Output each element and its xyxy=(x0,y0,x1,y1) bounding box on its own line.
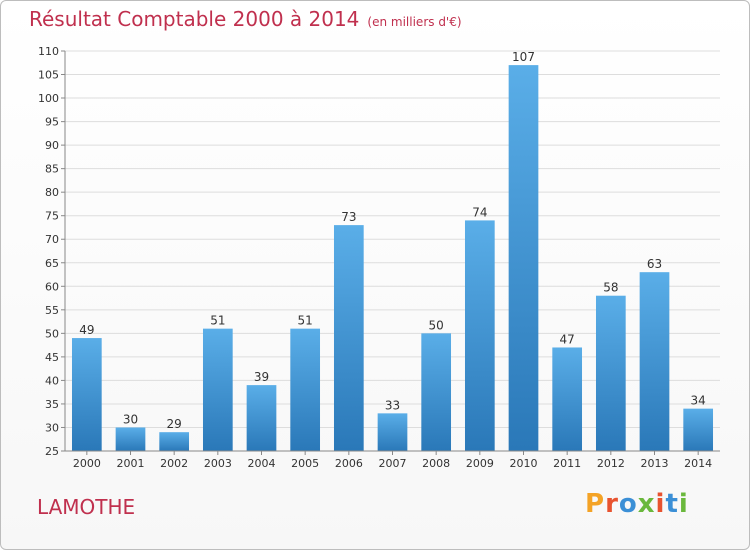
bar-2007[interactable] xyxy=(377,413,408,451)
bar-value-label: 51 xyxy=(298,314,313,328)
bar-value-label: 49 xyxy=(79,323,94,337)
logo-letter: r xyxy=(605,489,619,519)
bar-value-label: 63 xyxy=(647,257,662,271)
x-tick-label: 2009 xyxy=(466,457,494,470)
bar-value-label: 34 xyxy=(691,394,706,408)
x-tick-label: 2014 xyxy=(684,457,712,470)
x-tick-label: 2006 xyxy=(335,457,363,470)
bar-value-label: 74 xyxy=(472,205,487,219)
y-tick-label: 70 xyxy=(45,233,59,246)
y-tick-label: 80 xyxy=(45,186,59,199)
x-tick-label: 2004 xyxy=(248,457,276,470)
x-tick-label: 2011 xyxy=(553,457,581,470)
x-tick-label: 2007 xyxy=(379,457,407,470)
bar-value-label: 51 xyxy=(210,314,225,328)
bars: 49 30 29 51 39 51 73 33 50 74 107 47 58 63 34 xyxy=(71,50,714,451)
x-tick-label: 2003 xyxy=(204,457,232,470)
y-tick-label: 75 xyxy=(45,210,59,223)
bar-value-label: 73 xyxy=(341,210,356,224)
bar-2004[interactable] xyxy=(246,385,277,451)
logo-letter: P xyxy=(585,489,606,519)
y-tick-label: 110 xyxy=(38,45,59,58)
x-tick-label: 2012 xyxy=(597,457,625,470)
logo-letter: x xyxy=(637,489,656,519)
bar-value-label: 107 xyxy=(512,50,535,64)
bar-value-label: 30 xyxy=(123,412,138,426)
logo-letter: i xyxy=(678,489,689,519)
x-axis: 2000 2001 2002 2003 2004 2005 2006 2007 2008 2009… xyxy=(65,450,720,470)
bar-value-label: 29 xyxy=(167,417,182,431)
x-tick-label: 2005 xyxy=(291,457,319,470)
chart-title-text: Résultat Comptable 2000 à 2014 xyxy=(29,7,360,31)
bar-value-label: 39 xyxy=(254,370,269,384)
bar-value-label: 33 xyxy=(385,398,400,412)
x-tick-label: 2001 xyxy=(117,457,145,470)
y-tick-label: 90 xyxy=(45,139,59,152)
bar-2011[interactable] xyxy=(552,347,583,451)
logo-letter: i xyxy=(655,489,666,519)
y-tick-label: 100 xyxy=(38,92,59,105)
bar-2010[interactable] xyxy=(508,65,539,451)
bar-value-label: 50 xyxy=(429,318,444,332)
bar-2002[interactable] xyxy=(159,432,190,451)
chart-title: Résultat Comptable 2000 à 2014 (en millie… xyxy=(29,7,462,31)
bar-2013[interactable] xyxy=(639,272,670,451)
y-tick-label: 30 xyxy=(45,421,59,434)
bar-2005[interactable] xyxy=(290,328,321,451)
chart-unit-label: (en milliers d'€) xyxy=(367,15,462,29)
x-tick-label: 2010 xyxy=(510,457,538,470)
y-tick-label: 40 xyxy=(45,374,59,387)
x-tick-label: 2013 xyxy=(641,457,669,470)
proxiti-logo[interactable]: Proxiti xyxy=(585,489,689,519)
bar-2003[interactable] xyxy=(202,328,233,451)
bar-2006[interactable] xyxy=(333,225,364,451)
y-tick-label: 25 xyxy=(45,445,59,458)
bar-2009[interactable] xyxy=(464,220,495,451)
y-tick-label: 95 xyxy=(45,116,59,129)
bar-2012[interactable] xyxy=(595,295,626,451)
x-tick-label: 2002 xyxy=(160,457,188,470)
logo-letter: t xyxy=(665,489,679,519)
y-tick-label: 65 xyxy=(45,257,59,270)
logo-letter: o xyxy=(618,489,638,519)
y-tick-label: 105 xyxy=(38,69,59,82)
y-tick-label: 85 xyxy=(45,163,59,176)
x-tick-label: 2008 xyxy=(422,457,450,470)
y-tick-label: 45 xyxy=(45,351,59,364)
y-tick-label: 50 xyxy=(45,327,59,340)
x-tick-label: 2000 xyxy=(73,457,101,470)
y-axis: 25 30 35 40 45 50 55 60 65 70 75 80 85 90 95 100 105 110 xyxy=(38,45,66,458)
bar-2014[interactable] xyxy=(683,408,714,451)
bar-value-label: 58 xyxy=(603,281,618,295)
y-tick-label: 35 xyxy=(45,398,59,411)
y-tick-label: 55 xyxy=(45,304,59,317)
town-name: LAMOTHE xyxy=(37,495,136,519)
bar-2001[interactable] xyxy=(115,427,146,451)
bar-2008[interactable] xyxy=(421,333,452,451)
y-tick-label: 60 xyxy=(45,280,59,293)
bar-value-label: 47 xyxy=(560,332,575,346)
bar-2000[interactable] xyxy=(71,338,102,451)
